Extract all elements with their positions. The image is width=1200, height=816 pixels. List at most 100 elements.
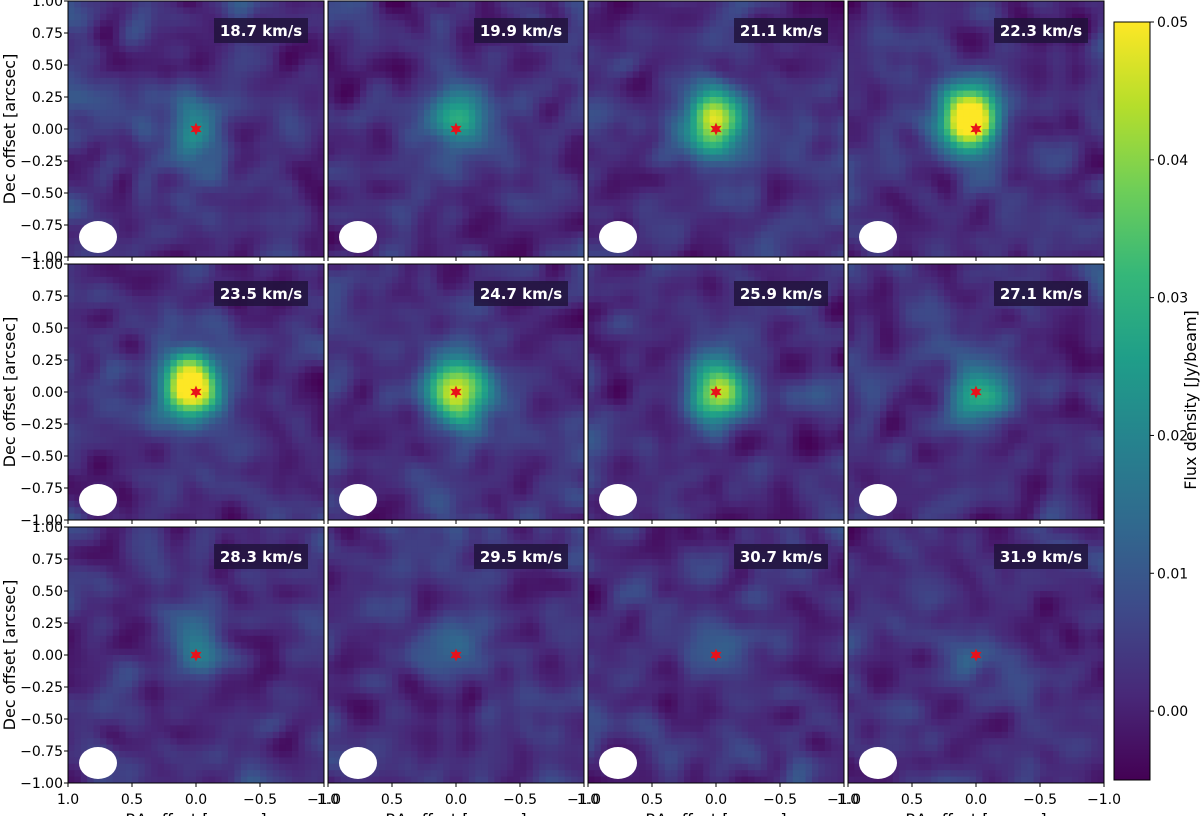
x-axis-label: RA offset [arcsec] bbox=[645, 810, 786, 816]
channel-image bbox=[328, 264, 584, 520]
velocity-label-bg bbox=[474, 18, 568, 43]
x-tick-label: 1.0 bbox=[837, 792, 859, 808]
velocity-label-bg bbox=[994, 18, 1088, 43]
colorbar-tick-label: 0.04 bbox=[1157, 153, 1188, 169]
x-tick-label: −0.5 bbox=[1023, 792, 1057, 808]
beam-ellipse bbox=[339, 221, 377, 253]
velocity-label: 28.3 km/s bbox=[220, 548, 302, 566]
star-marker bbox=[710, 648, 722, 662]
beam-ellipse bbox=[79, 747, 117, 779]
star-marker bbox=[970, 122, 982, 136]
y-tick-label: −0.50 bbox=[20, 186, 63, 202]
star-marker bbox=[190, 648, 202, 662]
star-marker bbox=[970, 648, 982, 662]
x-tick-label: 0.5 bbox=[641, 792, 663, 808]
y-tick-label: −0.75 bbox=[20, 744, 63, 760]
colorbar-gradient bbox=[1113, 21, 1151, 781]
colorbar-tick-label: 0.02 bbox=[1157, 428, 1188, 444]
beam-ellipse bbox=[859, 484, 897, 516]
beam-ellipse bbox=[79, 221, 117, 253]
velocity-label: 22.3 km/s bbox=[1000, 22, 1082, 40]
beam-ellipse bbox=[339, 484, 377, 516]
star-marker bbox=[450, 122, 462, 136]
velocity-label: 19.9 km/s bbox=[480, 22, 562, 40]
y-tick-label: 0.00 bbox=[32, 648, 63, 664]
y-tick-label: −1.00 bbox=[20, 776, 63, 792]
x-tick-label: −0.5 bbox=[763, 792, 797, 808]
y-tick-label: −1.00 bbox=[20, 250, 63, 266]
x-axis-label: RA offset [arcsec] bbox=[385, 810, 526, 816]
velocity-label: 27.1 km/s bbox=[1000, 285, 1082, 303]
star-marker bbox=[450, 385, 462, 399]
channel-panel: 18.7 km/s bbox=[64, 0, 325, 261]
channel-panels: 18.7 km/s 19.9 km/s 21.1 km/s 22.3 km/s 23.5… bbox=[64, 0, 1105, 787]
x-tick-label: 0.5 bbox=[381, 792, 403, 808]
y-tick-label: 0.00 bbox=[32, 122, 63, 138]
velocity-label-bg bbox=[474, 281, 568, 306]
channel-image bbox=[848, 264, 1104, 520]
star-marker bbox=[710, 385, 722, 399]
y-tick-label: 0.25 bbox=[32, 353, 63, 369]
y-tick-label: −0.50 bbox=[20, 712, 63, 728]
y-tick-label: 1.00 bbox=[32, 257, 63, 273]
x-tick-label: 0.0 bbox=[445, 792, 467, 808]
star-marker bbox=[970, 385, 982, 399]
velocity-label: 21.1 km/s bbox=[740, 22, 822, 40]
y-tick-label: 0.00 bbox=[32, 385, 63, 401]
y-axis-label: Dec offset [arcsec] bbox=[0, 580, 19, 731]
beam-ellipse bbox=[859, 221, 897, 253]
x-tick-label: 0.5 bbox=[901, 792, 923, 808]
y-tick-label: 0.75 bbox=[32, 289, 63, 305]
x-tick-label: 0.0 bbox=[705, 792, 727, 808]
y-tick-label: 0.75 bbox=[32, 26, 63, 42]
velocity-label-bg bbox=[994, 544, 1088, 569]
y-tick-label: 0.50 bbox=[32, 58, 63, 74]
channel-panel: 19.9 km/s bbox=[327, 0, 585, 261]
velocity-label: 31.9 km/s bbox=[1000, 548, 1082, 566]
colorbar-tick-label: 0.05 bbox=[1157, 15, 1188, 31]
y-tick-label: 0.25 bbox=[32, 90, 63, 106]
channel-image bbox=[848, 1, 1104, 257]
channel-image bbox=[588, 264, 844, 520]
y-tick-label: −0.25 bbox=[20, 417, 63, 433]
colorbar: 0.00 0.01 0.02 0.03 0.04 0.05 Flux density [J… bbox=[1113, 15, 1200, 781]
velocity-label-bg bbox=[214, 281, 308, 306]
channel-panel: 21.1 km/s bbox=[587, 0, 845, 261]
axes-labels: 1.000.750.500.250.00−0.25−0.50−0.75−1.00… bbox=[0, 0, 1121, 816]
channel-image bbox=[848, 527, 1104, 783]
velocity-label-bg bbox=[994, 281, 1088, 306]
velocity-label: 18.7 km/s bbox=[220, 22, 302, 40]
beam-ellipse bbox=[339, 747, 377, 779]
velocity-label: 29.5 km/s bbox=[480, 548, 562, 566]
velocity-label-bg bbox=[734, 281, 828, 306]
x-tick-label: −1.0 bbox=[567, 792, 601, 808]
y-tick-label: 1.00 bbox=[32, 520, 63, 536]
y-tick-label: 0.50 bbox=[32, 584, 63, 600]
colorbar-tick-label: 0.03 bbox=[1157, 291, 1188, 307]
y-tick-label: −0.75 bbox=[20, 218, 63, 234]
beam-ellipse bbox=[599, 484, 637, 516]
y-tick-label: 0.50 bbox=[32, 321, 63, 337]
star-marker bbox=[190, 385, 202, 399]
channel-panel: 31.9 km/s bbox=[847, 526, 1105, 787]
channel-panel: 25.9 km/s bbox=[587, 263, 845, 524]
velocity-label-bg bbox=[474, 544, 568, 569]
y-tick-label: 1.00 bbox=[32, 0, 63, 10]
beam-ellipse bbox=[79, 484, 117, 516]
channel-panel: 23.5 km/s bbox=[64, 263, 325, 524]
y-axis-label: Dec offset [arcsec] bbox=[0, 54, 19, 205]
y-tick-label: 0.25 bbox=[32, 616, 63, 632]
velocity-label-bg bbox=[734, 544, 828, 569]
velocity-label-bg bbox=[214, 544, 308, 569]
beam-ellipse bbox=[859, 747, 897, 779]
velocity-label: 30.7 km/s bbox=[740, 548, 822, 566]
x-tick-label: 1.0 bbox=[317, 792, 339, 808]
colorbar-ticks: 0.00 0.01 0.02 0.03 0.04 0.05 bbox=[1150, 15, 1188, 720]
x-tick-label: −0.5 bbox=[243, 792, 277, 808]
y-tick-label: −0.25 bbox=[20, 680, 63, 696]
velocity-label-bg bbox=[214, 18, 308, 43]
y-tick-label: −0.50 bbox=[20, 449, 63, 465]
x-tick-label: 0.0 bbox=[185, 792, 207, 808]
velocity-label: 25.9 km/s bbox=[740, 285, 822, 303]
